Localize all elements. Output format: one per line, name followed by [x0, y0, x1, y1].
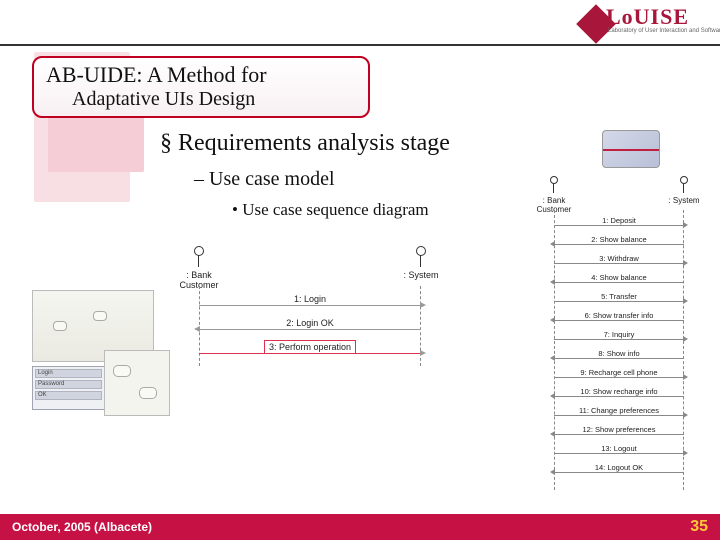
seq-message: 3: Withdraw: [554, 250, 684, 264]
seq-message: 4: Show balance: [554, 269, 684, 283]
seq-message: 5: Transfer: [554, 288, 684, 302]
seq-message-label: 2: Show balance: [589, 235, 648, 244]
seq-message-label: 6: Show transfer info: [583, 311, 656, 320]
login-row: Login: [35, 369, 102, 378]
seq-message: 1: Deposit: [554, 212, 684, 226]
seq-center-actor-system-label: : System: [393, 270, 449, 280]
actor-icon: [191, 246, 207, 268]
seq-right-actor-system-label: : System: [664, 196, 704, 205]
seq-message: 8: Show info: [554, 345, 684, 359]
ok-row: OK: [35, 391, 102, 400]
seq-message: 12: Show preferences: [554, 421, 684, 435]
logo: LoUISE Laboratory of User Interaction an…: [576, 4, 714, 42]
seq-message: 9: Recharge cell phone: [554, 364, 684, 378]
seq-message-label: 2: Login OK: [283, 318, 337, 328]
bullet-level2: Use case model: [194, 168, 335, 191]
credit-card-icon: [602, 130, 660, 168]
actor-icon: [413, 246, 429, 268]
logo-text: LoUISE: [606, 4, 689, 30]
seq-message-label: 3: Withdraw: [597, 254, 641, 263]
seq-message-label: 1: Login: [291, 294, 329, 304]
seq-message: 2: Show balance: [554, 231, 684, 245]
sequence-diagram-detailed: : Bank Customer : System 1: Deposit 2: Sh…: [528, 176, 710, 496]
seq-message: 7: Inquiry: [554, 326, 684, 340]
slide-title-line1: AB-UIDE: A Method for: [46, 62, 356, 88]
seq-message-label: 11: Change preferences: [577, 406, 661, 415]
seq-message-label: 10: Show recharge info: [578, 387, 659, 396]
seq-right-actor-customer: : Bank Customer: [534, 176, 574, 214]
header-rule: [0, 44, 720, 46]
actor-icon: [677, 176, 691, 194]
logo-subtitle: Laboratory of User Interaction and Softw…: [608, 28, 720, 34]
footer-bar: October, 2005 (Albacete) 35: [0, 514, 720, 540]
footer-date-location: October, 2005 (Albacete): [12, 520, 152, 534]
slide-title-line2: Adaptative UIs Design: [46, 88, 356, 111]
seq-right-actor-system: : System: [664, 176, 704, 205]
login-dialog-thumbnail: Login Password OK: [32, 366, 105, 410]
seq-message: 2: Login OK: [199, 312, 421, 330]
seq-message: 6: Show transfer info: [554, 307, 684, 321]
seq-message-label: 14: Logout OK: [593, 463, 645, 472]
seq-message: 1: Login: [199, 288, 421, 306]
slide-title-box: AB-UIDE: A Method for Adaptative UIs Des…: [32, 56, 370, 118]
actor-icon: [547, 176, 561, 194]
seq-message-label: 1: Deposit: [600, 216, 638, 225]
seq-center-actor-system: : System: [393, 246, 449, 280]
seq-message-label: 13: Logout: [599, 444, 638, 453]
seq-message: 13: Logout: [554, 440, 684, 454]
seq-message-highlighted: 3: Perform operation: [199, 336, 421, 354]
bullet-level1: Requirements analysis stage: [160, 130, 450, 157]
page-number: 35: [690, 518, 708, 536]
sequence-diagram-overview: : Bank Customer : System 1: Login 2: Logi…: [165, 246, 455, 366]
seq-message-label: 3: Perform operation: [264, 340, 356, 354]
bullet-level3: Use case sequence diagram: [232, 200, 429, 220]
seq-message-label: 8: Show info: [596, 349, 641, 358]
seq-message-label: 4: Show balance: [589, 273, 648, 282]
seq-message: 10: Show recharge info: [554, 383, 684, 397]
seq-message: 14: Logout OK: [554, 459, 684, 473]
seq-message-label: 7: Inquiry: [602, 330, 637, 339]
seq-message-label: 9: Recharge cell phone: [578, 368, 659, 377]
password-row: Password: [35, 380, 102, 389]
use-case-graph-thumbnail-2: [104, 350, 170, 416]
seq-message-label: 5: Transfer: [599, 292, 639, 301]
seq-center-actor-customer: : Bank Customer: [171, 246, 227, 290]
seq-message: 11: Change preferences: [554, 402, 684, 416]
seq-message-label: 12: Show preferences: [581, 425, 658, 434]
